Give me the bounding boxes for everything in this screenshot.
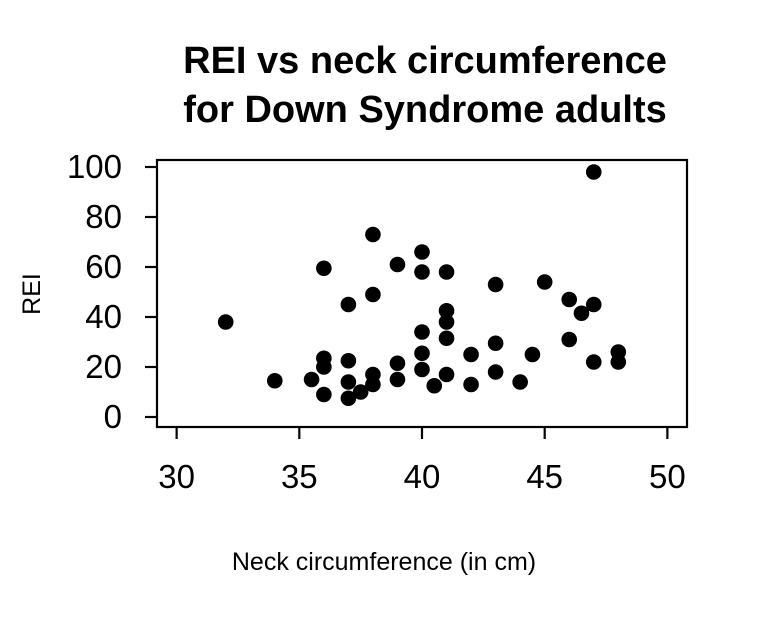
data-point — [414, 264, 430, 280]
x-axis-ticks — [175, 427, 669, 439]
data-point — [340, 374, 357, 390]
data-point — [365, 286, 381, 303]
y-tick-label: 100 — [67, 148, 122, 185]
data-point — [389, 256, 406, 273]
data-point — [414, 324, 430, 340]
data-point — [536, 274, 553, 290]
data-point — [438, 264, 455, 280]
data-point — [438, 330, 455, 347]
data-point — [316, 359, 332, 375]
data-point — [487, 335, 504, 352]
x-axis-title: Neck circumference (in cm) — [232, 548, 536, 576]
data-point — [585, 354, 602, 370]
x-tick-label: 45 — [526, 458, 563, 495]
y-axis-tick-labels: 0 20 40 60 80 100 — [67, 148, 122, 435]
data-point — [487, 364, 504, 380]
data-point — [487, 276, 504, 293]
y-tick-label: 40 — [85, 298, 122, 335]
data-point — [266, 372, 283, 389]
data-point — [340, 296, 357, 313]
data-point — [438, 314, 455, 330]
y-axis-ticks — [145, 165, 157, 419]
data-point — [463, 376, 479, 393]
data-point — [389, 371, 406, 388]
data-point — [316, 386, 332, 403]
data-point — [365, 376, 381, 393]
chart-title-line1: REI vs neck circumference — [183, 40, 667, 82]
data-point — [316, 260, 332, 277]
data-point — [426, 377, 443, 394]
y-tick-label: 60 — [85, 248, 122, 285]
data-point — [561, 331, 578, 348]
data-point — [610, 354, 627, 370]
data-point — [438, 302, 455, 319]
data-point — [585, 296, 602, 313]
x-tick-label: 35 — [281, 458, 318, 495]
data-point — [438, 366, 455, 383]
chart-title-line2: for Down Syndrome adults — [183, 89, 666, 131]
data-point — [414, 361, 430, 378]
data-point — [340, 352, 357, 369]
x-tick-label: 30 — [158, 458, 195, 495]
y-tick-label: 20 — [85, 348, 122, 385]
data-point — [573, 305, 590, 322]
y-axis-title: REI — [18, 273, 46, 315]
data-point — [463, 346, 479, 363]
data-point — [303, 371, 320, 388]
data-point — [340, 390, 357, 407]
data-point — [585, 164, 602, 180]
y-tick-label: 80 — [85, 198, 122, 235]
data-point — [389, 355, 406, 372]
data-point — [365, 226, 381, 243]
data-point — [524, 346, 541, 363]
scatter-points — [217, 164, 627, 407]
data-point — [561, 291, 578, 308]
x-tick-label: 40 — [404, 458, 441, 495]
x-tick-label: 50 — [649, 458, 686, 495]
data-point — [414, 244, 430, 260]
data-point — [414, 345, 430, 362]
y-tick-label: 0 — [104, 398, 122, 435]
plot-box — [155, 158, 689, 429]
data-point — [512, 374, 528, 390]
data-point — [217, 314, 234, 330]
data-point — [352, 384, 369, 400]
x-axis-tick-labels: 30 35 40 45 50 — [158, 458, 685, 495]
